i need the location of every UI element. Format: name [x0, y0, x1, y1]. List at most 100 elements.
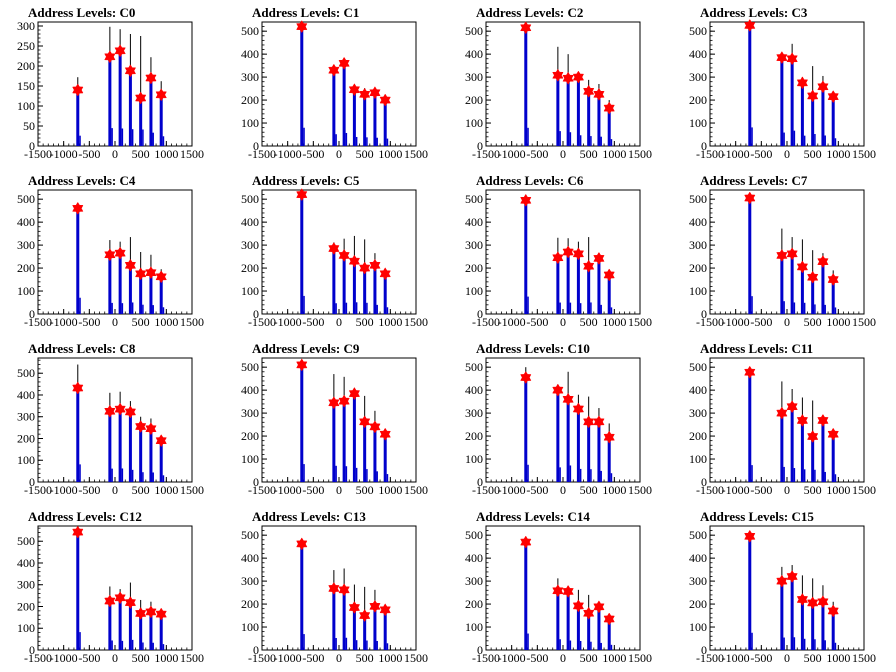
histogram-bar-shoulder [527, 464, 529, 482]
histogram-bar-shoulder [569, 302, 572, 314]
histogram-bar [383, 274, 387, 314]
histogram-bar [383, 435, 387, 482]
histogram-bar-shoulder [345, 466, 348, 482]
y-tick-label: 100 [17, 99, 35, 113]
histogram-bar [607, 108, 611, 146]
histogram-bar-shoulder [814, 304, 816, 314]
peak-marker [155, 270, 167, 284]
histogram-svg: 0 100 200 300 400 500 -1500-1000 -500 0 500 1000 15… [465, 525, 652, 665]
panel-title: Address Levels: C11 [700, 341, 814, 356]
histogram-bar [748, 200, 752, 314]
histogram-bar-shoulder [569, 640, 572, 650]
peak-marker [114, 246, 126, 260]
histogram-bar [108, 412, 112, 482]
y-tick-label: 200 [241, 597, 259, 611]
histogram-bar-shoulder [793, 468, 796, 482]
x-tick-label: 1000 [378, 147, 402, 161]
histogram-bar-shoulder [824, 471, 826, 482]
x-tick-label: 0 [112, 483, 118, 497]
histogram-bar-shoulder [121, 303, 124, 314]
plot-frame [485, 21, 641, 147]
histogram-bar [587, 423, 591, 482]
histogram-bar [607, 275, 611, 314]
peak-marker [827, 427, 839, 441]
x-tick-label: 1000 [154, 147, 178, 161]
histogram-bar-shoulder [600, 304, 602, 314]
histogram-bar-shoulder [335, 638, 337, 650]
x-tick-label: 1500 [180, 315, 204, 329]
x-tick-label: -1000 [498, 483, 526, 497]
x-tick-label: -1500 [472, 315, 500, 329]
y-tick-label: 100 [241, 620, 259, 634]
x-tick-label: 0 [560, 315, 566, 329]
peak-marker [145, 605, 157, 619]
histogram-bar-shoulder [783, 132, 785, 146]
y-tick-label: 400 [689, 215, 707, 229]
peak-marker [338, 56, 350, 70]
peak-marker [583, 606, 595, 620]
histogram-bar [780, 59, 784, 146]
peak-marker [572, 402, 585, 416]
panel-title: Address Levels: C1 [252, 5, 360, 20]
histogram-bar-shoulder [162, 475, 165, 482]
histogram-bar-shoulder [600, 136, 602, 146]
x-tick-label: 0 [336, 483, 342, 497]
plot-frame [709, 525, 865, 651]
peak-marker [807, 89, 819, 103]
x-tick-label: 1000 [826, 315, 850, 329]
peak-marker [338, 248, 350, 262]
x-tick-label: -1000 [50, 483, 78, 497]
y-tick-label: 500 [17, 366, 35, 380]
x-tick-label: 1000 [378, 651, 402, 665]
y-tick-label: 0 [29, 475, 35, 489]
peak-marker [520, 193, 532, 207]
histogram-bar-shoulder [79, 632, 81, 650]
x-tick-label: 1000 [826, 147, 850, 161]
histogram-bar-shoulder [527, 296, 529, 314]
histogram-panel: 0 100 200 300 400 500 -1500 -1000 -500 0 500 1000 15… [448, 168, 672, 336]
peak-marker [124, 258, 137, 272]
histogram-bar [607, 619, 611, 650]
y-tick-label: 200 [689, 429, 707, 443]
histogram-bar [556, 76, 560, 146]
peak-marker [145, 266, 157, 280]
histogram-bar [332, 404, 336, 482]
peak-marker [359, 261, 371, 275]
y-tick-label: 300 [465, 574, 483, 588]
peak-marker [114, 44, 126, 58]
histogram-bar [811, 603, 815, 650]
histogram-bar-shoulder [142, 129, 144, 146]
histogram-svg: 0 100 200 300 400 500 -1500-1000 -500 0 500 1000 15… [689, 18, 876, 161]
histogram-bar [159, 277, 163, 314]
histogram-bar-shoulder [527, 127, 529, 146]
histogram-bar [352, 90, 356, 146]
histogram-bar [300, 196, 304, 314]
y-tick-label: 300 [241, 70, 259, 84]
histogram-bar-shoulder [783, 466, 785, 482]
peak-marker [114, 402, 126, 416]
peak-marker [776, 51, 788, 65]
histogram-bar [780, 582, 784, 650]
y-tick-label: 100 [17, 453, 35, 467]
histogram-bar-shoulder [376, 640, 378, 650]
x-tick-label: 1000 [602, 315, 626, 329]
peak-marker [552, 251, 564, 265]
peak-marker [379, 603, 391, 617]
y-tick-label: 300 [241, 406, 259, 420]
peak-marker [104, 594, 116, 608]
histogram-bar [363, 268, 367, 314]
x-tick-label: -1500 [24, 147, 52, 161]
histogram-bar-shoulder [783, 637, 785, 650]
x-tick-label: -1500 [472, 483, 500, 497]
panel-title: Address Levels: C15 [700, 509, 814, 524]
y-tick-label: 100 [17, 284, 35, 298]
y-tick-label: 500 [465, 192, 483, 206]
x-tick-label: -1500 [24, 315, 52, 329]
histogram-bar-shoulder [303, 127, 305, 146]
histogram-bar-shoulder [355, 302, 358, 314]
x-tick-label: 500 [132, 147, 150, 161]
histogram-panel: 0 100 200 300 400 500 -1500 -1000 -500 0 500 1000 15… [0, 504, 224, 672]
histogram-bar-shoulder [590, 302, 592, 314]
peak-marker [552, 584, 564, 598]
histogram-bar [149, 273, 153, 314]
